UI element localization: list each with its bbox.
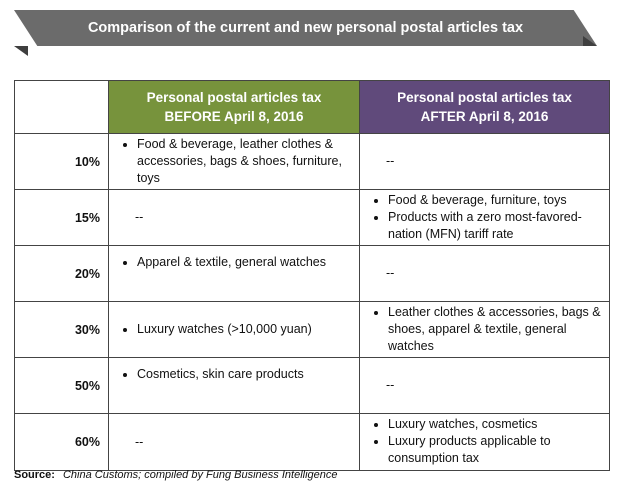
- table-row: 60% -- Luxury watches, cosmetics Luxury …: [14, 413, 610, 471]
- before-cell: Food & beverage, leather clothes & acces…: [108, 133, 360, 190]
- header-before-line2: BEFORE April 8, 2016: [164, 109, 304, 124]
- list-item: Luxury watches (>10,000 yuan): [137, 321, 351, 338]
- table-row: 10% Food & beverage, leather clothes & a…: [14, 133, 610, 190]
- table-row: 30% Luxury watches (>10,000 yuan) Leathe…: [14, 301, 610, 358]
- header-after: Personal postal articles tax AFTER April…: [359, 80, 610, 134]
- source-label: Source:: [14, 469, 55, 481]
- table-row: 15% -- Food & beverage, furniture, toys …: [14, 189, 610, 246]
- before-cell: Apparel & textile, general watches: [108, 245, 360, 302]
- header-before: Personal postal articles tax BEFORE Apri…: [108, 80, 360, 134]
- source-note: Source: China Customs; compiled by Fung B…: [14, 469, 338, 481]
- table-row: 20% Apparel & textile, general watches -…: [14, 245, 610, 302]
- header-before-line1: Personal postal articles tax: [146, 90, 322, 105]
- after-cell: --: [359, 357, 610, 414]
- list-item: Food & beverage, furniture, toys: [388, 192, 601, 209]
- rate-cell: 20%: [14, 245, 109, 302]
- rate-cell: 10%: [14, 133, 109, 190]
- header-after-line1: Personal postal articles tax: [397, 90, 572, 105]
- title-banner: [14, 10, 597, 46]
- list-item: Leather clothes & accessories, bags & sh…: [388, 304, 601, 355]
- list-item: Luxury products applicable to consumptio…: [388, 433, 601, 467]
- rate-cell: 30%: [14, 301, 109, 358]
- header-after-line2: AFTER April 8, 2016: [420, 109, 549, 124]
- rate-cell: 15%: [14, 189, 109, 246]
- list-item: Products with a zero most-favored-nation…: [388, 209, 601, 243]
- after-cell: Food & beverage, furniture, toys Product…: [359, 189, 610, 246]
- rate-cell: 50%: [14, 357, 109, 414]
- table-row: 50% Cosmetics, skin care products --: [14, 357, 610, 414]
- after-cell: --: [359, 133, 610, 190]
- list-item: Food & beverage, leather clothes & acces…: [137, 136, 351, 187]
- tax-comparison-table: Personal postal articles tax BEFORE Apri…: [14, 80, 610, 471]
- header-rate: [14, 80, 109, 134]
- before-cell: --: [108, 189, 360, 246]
- after-cell: --: [359, 245, 610, 302]
- list-item: Apparel & textile, general watches: [137, 254, 351, 271]
- before-cell: Luxury watches (>10,000 yuan): [108, 301, 360, 358]
- page-title: Comparison of the current and new person…: [87, 20, 524, 36]
- banner-fold-right: [583, 36, 597, 46]
- list-item: Luxury watches, cosmetics: [388, 416, 601, 433]
- after-cell: Luxury watches, cosmetics Luxury product…: [359, 413, 610, 471]
- list-item: Cosmetics, skin care products: [137, 366, 351, 383]
- after-cell: Leather clothes & accessories, bags & sh…: [359, 301, 610, 358]
- source-text: China Customs; compiled by Fung Business…: [62, 469, 338, 481]
- banner-fold-left: [14, 46, 28, 56]
- before-cell: --: [108, 413, 360, 471]
- header-row: Personal postal articles tax BEFORE Apri…: [14, 80, 610, 134]
- before-cell: Cosmetics, skin care products: [108, 357, 360, 414]
- rate-cell: 60%: [14, 413, 109, 471]
